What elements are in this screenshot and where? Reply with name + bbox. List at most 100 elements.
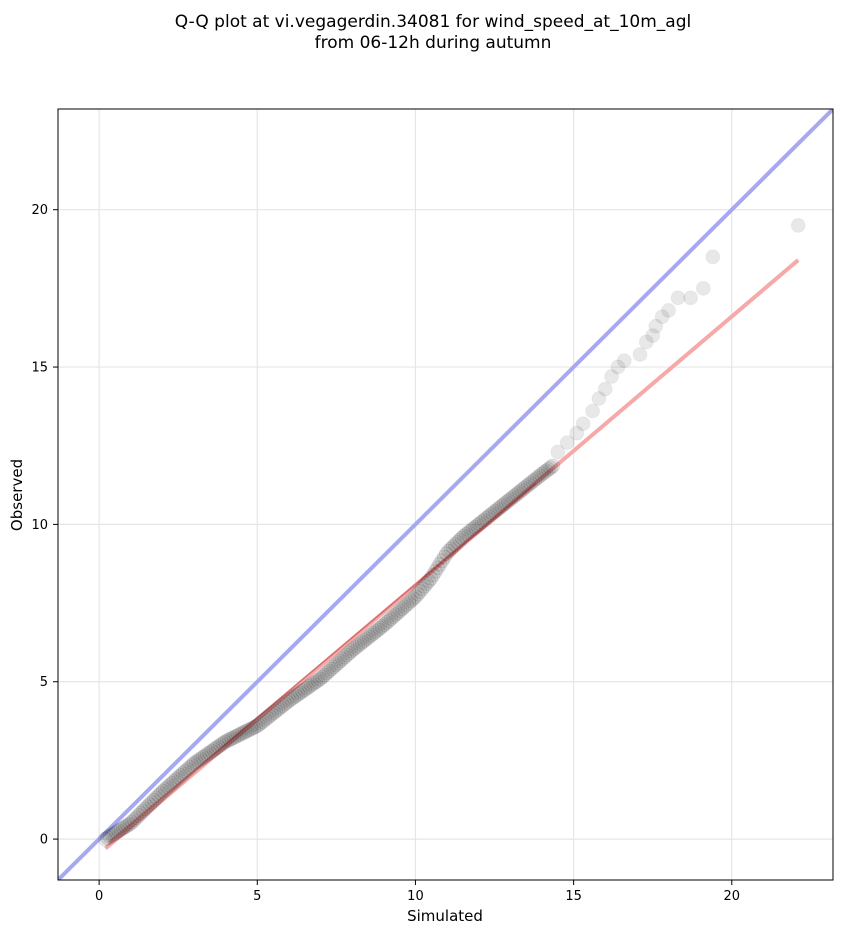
- fit-line-dark-overlay: [108, 482, 537, 843]
- data-point: [383, 611, 399, 627]
- data-point: [454, 530, 470, 546]
- x-tick-label: 5: [253, 889, 261, 904]
- data-point: [197, 748, 213, 764]
- data-point: [540, 461, 556, 477]
- data-point: [204, 743, 220, 759]
- data-point: [559, 435, 575, 451]
- data-point: [434, 553, 450, 569]
- data-point: [476, 512, 492, 528]
- data-point: [195, 749, 211, 765]
- data-point: [354, 634, 370, 650]
- data-points: [97, 217, 806, 847]
- data-point: [405, 591, 421, 607]
- data-point: [334, 651, 350, 667]
- data-point: [432, 556, 448, 572]
- data-point: [171, 769, 187, 785]
- data-point: [345, 641, 361, 657]
- data-point: [153, 785, 169, 801]
- data-point: [478, 510, 494, 526]
- data-point: [137, 801, 153, 817]
- data-point: [494, 498, 510, 514]
- data-point: [261, 708, 277, 724]
- data-point: [306, 675, 322, 691]
- data-point: [392, 603, 408, 619]
- data-point: [213, 737, 229, 753]
- data-point: [390, 605, 406, 621]
- data-point: [597, 381, 613, 397]
- data-point: [266, 705, 282, 721]
- data-point: [148, 790, 164, 806]
- data-point: [438, 546, 454, 562]
- data-point: [610, 359, 626, 375]
- data-point: [120, 817, 136, 833]
- data-point: [518, 479, 534, 495]
- data-point: [670, 290, 686, 306]
- data-point: [104, 827, 120, 843]
- data-point: [421, 573, 437, 589]
- data-point: [648, 318, 664, 334]
- data-point: [461, 524, 477, 540]
- data-point: [474, 514, 490, 530]
- data-point: [527, 472, 543, 488]
- y-axis-label: Observed: [8, 459, 26, 531]
- data-point: [430, 560, 446, 576]
- data-point: [531, 468, 547, 484]
- x-axis-label: Simulated: [407, 907, 483, 925]
- data-point: [505, 489, 521, 505]
- data-point: [246, 720, 262, 736]
- data-point: [162, 777, 178, 793]
- data-point: [179, 762, 195, 778]
- data-point: [292, 685, 308, 701]
- data-point: [323, 661, 339, 677]
- data-point: [412, 583, 428, 599]
- data-point: [705, 249, 721, 265]
- data-point: [126, 812, 142, 828]
- data-point: [489, 502, 505, 518]
- data-point: [443, 541, 459, 557]
- data-point: [226, 729, 242, 745]
- data-point: [376, 617, 392, 633]
- data-point: [645, 328, 661, 344]
- data-point: [208, 740, 224, 756]
- data-point: [151, 788, 167, 804]
- data-point: [157, 781, 173, 797]
- data-point: [374, 618, 390, 634]
- data-point: [135, 803, 151, 819]
- data-point: [206, 742, 222, 758]
- data-point: [288, 688, 304, 704]
- data-point: [381, 613, 397, 629]
- data-point: [368, 624, 384, 640]
- y-tick-label: 15: [31, 361, 48, 376]
- data-point: [545, 458, 561, 474]
- data-point: [403, 593, 419, 609]
- data-point: [259, 710, 275, 726]
- data-point: [503, 491, 519, 507]
- y-tick-label: 10: [31, 518, 48, 533]
- data-point: [525, 473, 541, 489]
- data-point: [113, 821, 129, 837]
- data-point: [131, 807, 147, 823]
- data-point: [219, 733, 235, 749]
- data-point: [117, 819, 133, 835]
- data-point: [361, 629, 377, 645]
- data-point: [314, 669, 330, 685]
- data-point: [312, 671, 328, 687]
- data-point: [452, 532, 468, 548]
- data-point: [268, 703, 284, 719]
- data-point: [124, 814, 140, 830]
- data-point: [128, 810, 144, 826]
- data-point: [363, 627, 379, 643]
- data-point: [224, 731, 240, 747]
- data-point: [97, 831, 113, 847]
- data-point: [492, 500, 508, 516]
- data-point: [164, 775, 180, 791]
- data-point: [248, 718, 264, 734]
- data-point: [683, 290, 699, 306]
- data-point: [485, 505, 501, 521]
- data-point: [182, 760, 198, 776]
- data-point: [465, 521, 481, 537]
- data-point: [326, 659, 342, 675]
- data-point: [337, 649, 353, 665]
- data-point: [379, 615, 395, 631]
- data-point: [467, 519, 483, 535]
